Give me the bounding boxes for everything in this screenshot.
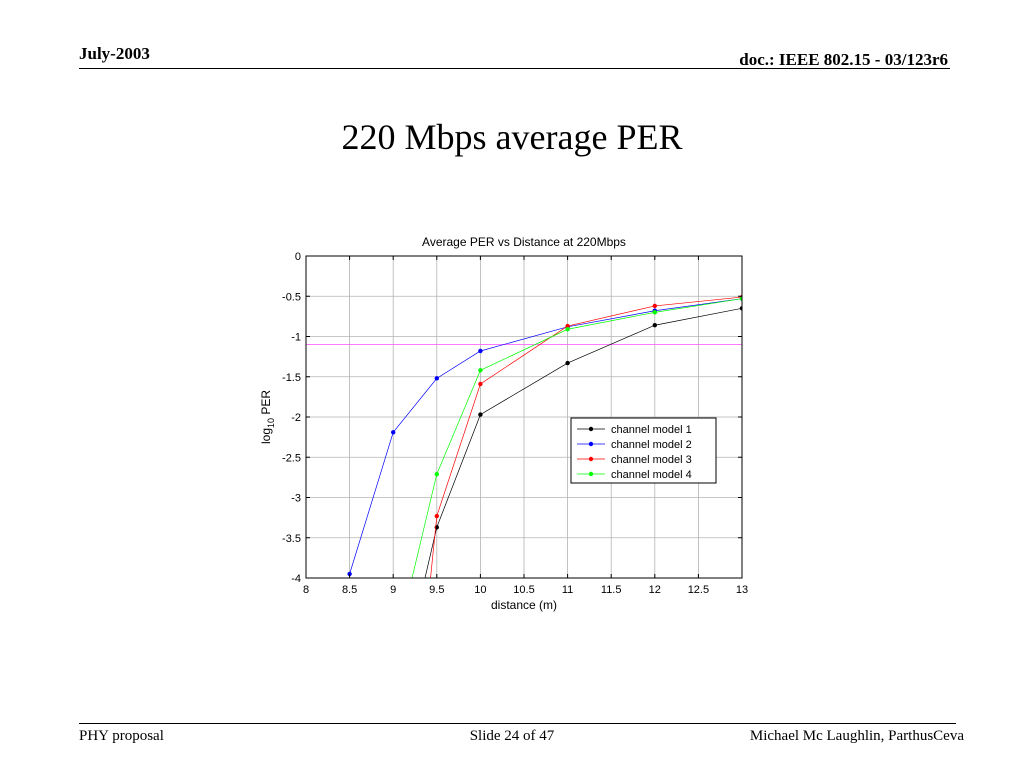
legend-label: channel model 4 <box>611 469 692 481</box>
data-point-3 <box>565 323 570 329</box>
footer-topic: PHY proposal <box>79 728 164 744</box>
x-tick-label: 9 <box>390 584 396 596</box>
chart-title: Average PER vs Distance at 220Mbps <box>422 235 626 249</box>
y-tick-label: -1.5 <box>282 372 301 384</box>
x-tick-label: 9.5 <box>429 584 444 596</box>
data-point-2 <box>434 376 439 381</box>
legend-marker <box>588 441 594 447</box>
y-axis-label-main: log <box>259 428 273 444</box>
legend: channel model 1 channel model 2 channel mo… <box>570 417 717 484</box>
series-line-3 <box>430 296 742 578</box>
legend-label: channel model 2 <box>611 439 692 451</box>
header-date: July-2003 <box>79 44 150 63</box>
y-tick-label: -1 <box>291 332 301 344</box>
data-point-1 <box>652 323 657 328</box>
legend-marker <box>588 456 594 462</box>
y-axis-label-tail: PER <box>259 390 273 418</box>
grid <box>305 255 743 579</box>
data-point-4 <box>434 471 439 477</box>
y-axis-label: log10 PER <box>259 390 276 444</box>
x-tick-label: 12 <box>649 584 661 596</box>
footer-author: Michael Mc Laughlin, ParthusCeva <box>749 728 964 744</box>
legend-label: channel model 1 <box>611 424 692 436</box>
y-axis-label-subscript: 10 <box>266 418 276 428</box>
data-point-1 <box>478 412 483 417</box>
legend-marker <box>588 471 594 477</box>
data-point-2 <box>478 348 483 354</box>
x-tick-label: 11 <box>562 584 573 596</box>
series-group <box>347 294 742 578</box>
data-point-2 <box>347 571 352 577</box>
y-tick-label: -2 <box>291 412 301 424</box>
data-point-4 <box>652 310 657 315</box>
x-axis-label: distance (m) <box>491 598 557 612</box>
data-point-4 <box>565 327 570 332</box>
data-point-3 <box>478 381 483 387</box>
data-point-2 <box>391 430 396 435</box>
x-tick-label: 8.5 <box>342 584 357 596</box>
y-tick-label: -2.5 <box>282 452 301 464</box>
y-tick-label: -4 <box>291 573 301 585</box>
slide-title: 220 Mbps average PER <box>341 117 683 157</box>
x-tick-label: 8 <box>303 584 309 596</box>
data-point-3 <box>652 303 657 309</box>
legend-marker <box>588 426 594 432</box>
data-point-3 <box>434 513 439 519</box>
y-tick-label: -0.5 <box>282 291 301 303</box>
footer-slide-number: Slide 24 of 47 <box>469 728 555 744</box>
y-tick-label: -3 <box>291 493 301 505</box>
header-divider <box>79 68 950 69</box>
data-point-1 <box>739 306 742 311</box>
x-tick-label: 12.5 <box>688 584 709 596</box>
x-tick-label: 11.5 <box>601 584 622 596</box>
ticks: 8 8.5 9 9.5 10 10.5 11 11.5 12 12.5 13 0 -0.5 -1 -1.5 -… <box>282 251 748 596</box>
y-tick-label: -3.5 <box>282 533 301 545</box>
data-point-4 <box>739 296 742 301</box>
header-doc-id: doc.: IEEE 802.15 - 03/123r6 <box>739 50 948 69</box>
per-chart: 8 8.5 9 9.5 10 10.5 11 11.5 12 12.5 13 0 -0.5 -1 -1.5 -… <box>259 235 748 612</box>
x-tick-label: 10 <box>474 584 486 596</box>
data-point-1 <box>565 360 570 366</box>
x-tick-label: 13 <box>736 584 748 596</box>
x-tick-label: 10.5 <box>513 584 534 596</box>
y-tick-label: 0 <box>295 251 301 263</box>
data-point-4 <box>478 368 483 373</box>
series-line-4 <box>411 298 742 578</box>
legend-label: channel model 3 <box>611 454 692 466</box>
series-line-1 <box>424 307 742 578</box>
footer-divider <box>79 723 956 724</box>
